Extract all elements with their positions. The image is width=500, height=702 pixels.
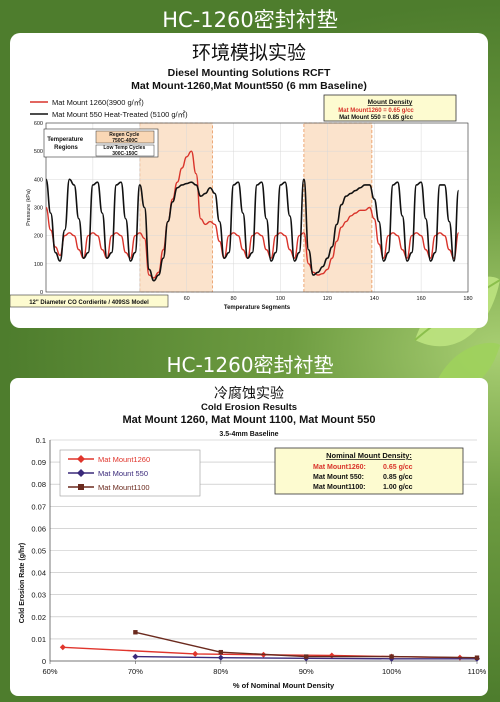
- legend-item-mm1260: Mat Mount 1260(3900 g/㎡): [52, 98, 144, 107]
- legend-label-mm1260: Mat Mount1260: [98, 455, 150, 464]
- density-box: Mount Density Mat Mount1260 = 0.65 g/cc …: [323, 94, 457, 122]
- x-tick-label-1: 70%: [128, 667, 143, 676]
- erosion-heading-cn: 冷腐蚀实验: [214, 385, 284, 402]
- density-row-mm1260-value: 0.65 g/cc: [383, 464, 413, 471]
- series-2-point-2: [304, 654, 309, 659]
- series-2-point-1: [218, 649, 223, 655]
- y-axis-label: Pressure (kPa): [26, 189, 32, 226]
- y-tick-label-7: 0.07: [31, 502, 46, 511]
- y-tick-label-9: 0.09: [31, 458, 46, 467]
- y-tick-label-6: 600: [34, 121, 43, 127]
- x-axis-label: % of Nominal Mount Density: [233, 681, 335, 690]
- x-tick-label-0: 60%: [42, 667, 57, 676]
- cold-erosion-panel: 冷腐蚀实验 Cold Erosion Results Mat Mount 126…: [10, 378, 488, 696]
- series-1-point-1: [217, 654, 224, 661]
- nominal-density-box: Nominal Mount Density: Mat Mount1260: 0.…: [274, 447, 464, 495]
- legend-item-mm550: Mat Mount 550 Heat-Treated (5100 g/㎡): [52, 110, 188, 119]
- erosion-legend: Mat Mount1260 Mat Mount 550 Mat Mount110…: [59, 449, 201, 497]
- x-tick-label-7: 140: [370, 296, 379, 302]
- series-line-1: [45, 178, 460, 282]
- y-tick-label-2: 0.02: [31, 613, 46, 622]
- x-tick-label-3: 90%: [299, 667, 314, 676]
- y-tick-label-5: 500: [34, 149, 43, 155]
- y-tick-label-3: 300: [34, 206, 43, 212]
- series-1-point-0: [132, 653, 139, 660]
- regen-cycle-line2: 750C-400C: [112, 138, 138, 144]
- regen-cycle-line1: Regen Cycle: [109, 132, 139, 138]
- series-0-point-0: [59, 644, 66, 651]
- x-tick-label-3: 60: [184, 296, 190, 302]
- temperature-regions-box: Temperature Regions Regen Cycle 750C-400…: [43, 128, 159, 158]
- y-tick-label-0: 0: [42, 657, 46, 666]
- y-tick-label-8: 0.08: [31, 480, 46, 489]
- rcft-title: Diesel Mounting Solutions RCFT: [168, 67, 331, 79]
- erosion-title: Cold Erosion Results: [201, 402, 297, 413]
- rcft-chart: 环境模拟实验 Diesel Mounting Solutions RCFT Ma…: [10, 42, 473, 311]
- x-tick-label-4: 80: [230, 296, 236, 302]
- model-footer-text: 12" Diameter CO Cordierite / 409SS Model: [29, 300, 149, 306]
- temperature-regions-line2: Regions: [54, 145, 78, 151]
- series-0-point-1: [192, 650, 199, 657]
- x-tick-label-6: 120: [323, 296, 332, 302]
- x-tick-label-5: 100: [276, 296, 285, 302]
- legend-row-mm1100: Mat Mount1100: [68, 483, 150, 492]
- series-0-point-3: [328, 652, 335, 659]
- density-line-mm1260: Mat Mount1260 = 0.65 g/cc: [338, 108, 414, 114]
- y-tick-label-6: 0.06: [31, 524, 46, 533]
- x-axis-label: Temperature Segments: [224, 305, 291, 311]
- y-tick-label-0: 0: [40, 290, 43, 296]
- nominal-density-title: Nominal Mount Density:: [326, 451, 412, 460]
- temperature-regions-label: Temperature Regions: [47, 137, 85, 151]
- y-axis-label: Cold Erosion Rate (g/hr): [19, 543, 26, 624]
- rcft-legend: Mat Mount 1260(3900 g/㎡) Mat Mount 550 H…: [30, 98, 188, 119]
- erosion-subtitle: Mat Mount 1260, Mat Mount 1100, Mat Moun…: [122, 414, 375, 426]
- model-footer-box: 12" Diameter CO Cordierite / 409SS Model: [10, 294, 169, 308]
- x-tick-label-5: 110%: [468, 667, 487, 676]
- y-tick-label-2: 200: [34, 234, 43, 240]
- series-2-point-4: [474, 655, 480, 660]
- y-tick-label-10: 0.1: [36, 436, 46, 445]
- density-line-mm550: Mat Mount 550 = 0.85 g/cc: [339, 115, 414, 121]
- banner-title-middle: HC-1260密封衬垫: [166, 353, 334, 377]
- legend-label-mm550: Mat Mount 550: [98, 469, 148, 478]
- density-row-mm1100-value: 1.00 g/cc: [383, 484, 413, 491]
- rcft-heading-cn: 环境模拟实验: [192, 42, 306, 64]
- x-tick-label-9: 180: [463, 296, 472, 302]
- rcft-panel: 环境模拟实验 Diesel Mounting Solutions RCFT Ma…: [10, 33, 488, 328]
- y-tick-label-4: 0.04: [31, 569, 46, 578]
- erosion-plot: 0 0.01 0.02 0.03 0.04 0.05 0.06 0.07 0.08 0.09 0.1…: [19, 436, 487, 690]
- temperature-regions-line1: Temperature: [47, 137, 84, 143]
- density-row-mm1260-name: Mat Mount1260:: [313, 464, 366, 471]
- x-tick-label-2: 80%: [213, 667, 228, 676]
- x-tick-label-4: 100%: [382, 667, 402, 676]
- density-row-mm1100-name: Mat Mount1100:: [313, 484, 366, 491]
- y-tick-label-5: 0.05: [31, 547, 46, 556]
- y-tick-label-3: 0.03: [31, 591, 46, 600]
- density-row-mm550-name: Mat Mount 550:: [313, 474, 364, 481]
- series-line-0: [45, 150, 460, 279]
- legend-label-mm1100: Mat Mount1100: [98, 483, 150, 492]
- rcft-subtitle: Mat Mount-1260,Mat Mount550 (6 mm Baseli…: [131, 80, 367, 92]
- y-tick-label-1: 100: [34, 262, 43, 268]
- erosion-subtitle2: 3.5-4mm Baseline: [219, 431, 278, 438]
- cold-erosion-chart: 冷腐蚀实验 Cold Erosion Results Mat Mount 126…: [19, 385, 487, 690]
- legend-row-mm1260: Mat Mount1260: [68, 455, 150, 464]
- banner-title-top: HC-1260密封衬垫: [162, 8, 338, 32]
- x-tick-label-8: 160: [417, 296, 426, 302]
- legend-row-mm550: Mat Mount 550: [68, 469, 148, 478]
- series-2-point-0: [133, 630, 138, 635]
- density-box-title: Mount Density: [368, 99, 413, 106]
- low-temp-label: Low Temp Cycles 300C-150C: [103, 145, 146, 157]
- y-tick-label-1: 0.01: [31, 635, 46, 644]
- density-row-mm550-value: 0.85 g/cc: [383, 474, 413, 481]
- regen-cycle-label: Regen Cycle 750C-400C: [109, 132, 140, 144]
- low-temp-line2: 300C-150C: [112, 151, 138, 157]
- series-2-point-3: [389, 654, 394, 659]
- low-temp-line1: Low Temp Cycles: [103, 145, 145, 151]
- y-tick-label-4: 400: [34, 177, 43, 183]
